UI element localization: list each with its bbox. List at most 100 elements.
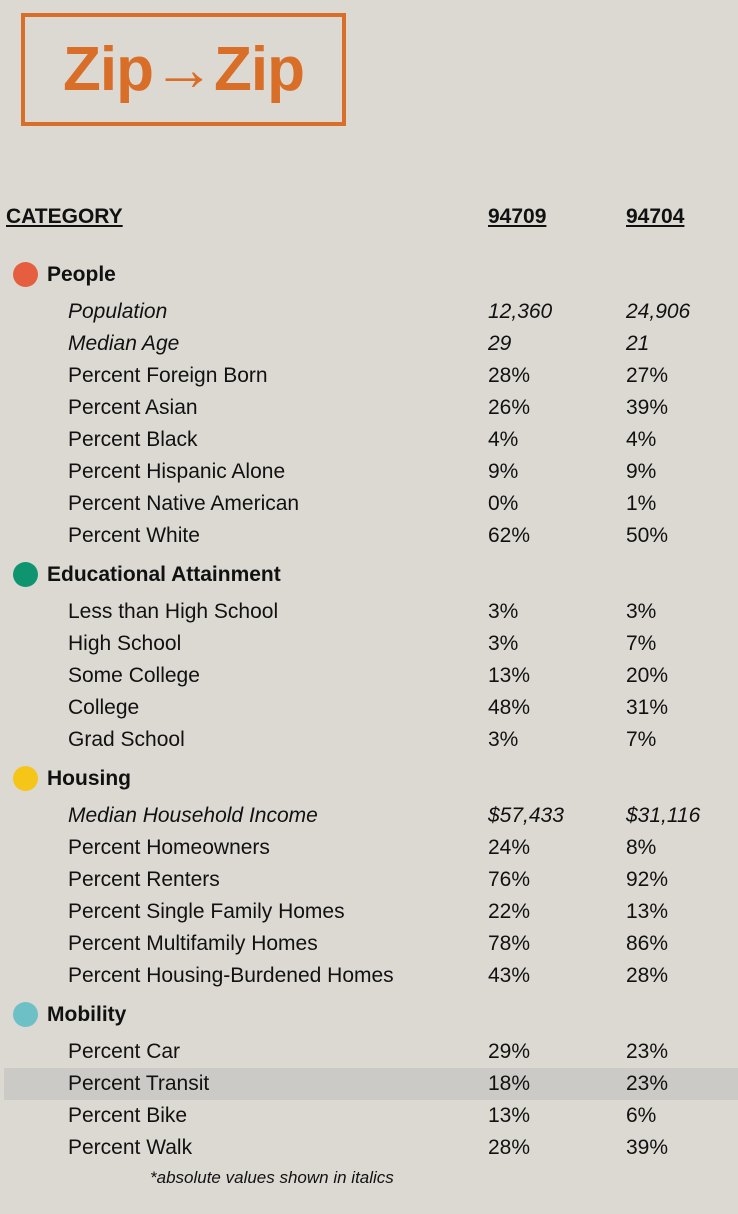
- value-zip2: 31%: [626, 696, 669, 719]
- value-zip2: 24,906: [626, 300, 691, 323]
- logo-text: Zip→Zip: [63, 35, 305, 104]
- value-zip2: 39%: [626, 1136, 669, 1159]
- value-zip1: $57,433: [488, 804, 564, 827]
- row-label: Percent Black: [68, 428, 198, 451]
- section-people: People: [0, 258, 738, 292]
- value-zip2: 23%: [626, 1040, 669, 1063]
- row-single-family-homes: Percent Single Family Homes 22% 13%: [4, 896, 738, 928]
- value-zip2: 86%: [626, 932, 669, 955]
- row-car: Percent Car 29% 23%: [4, 1036, 738, 1068]
- row-label: College: [68, 696, 140, 719]
- value-zip1: 4%: [488, 428, 519, 451]
- value-zip2: 27%: [626, 364, 669, 387]
- value-zip2: 6%: [626, 1104, 657, 1127]
- row-walk: Percent Walk 28% 39%: [4, 1132, 738, 1164]
- row-median-household-income: Median Household Income $57,433 $31,116: [4, 800, 738, 832]
- value-zip1: 3%: [488, 632, 519, 655]
- row-label: Percent Housing-Burdened Homes: [68, 964, 394, 987]
- row-label: Grad School: [68, 728, 185, 751]
- header-zip2: 94704: [626, 205, 685, 228]
- row-label: Percent Hispanic Alone: [68, 460, 286, 483]
- header-category: CATEGORY: [6, 205, 123, 228]
- value-zip1: 24%: [488, 836, 531, 859]
- row-some-college: Some College 13% 20%: [4, 660, 738, 692]
- value-zip1: 48%: [488, 696, 531, 719]
- row-label: High School: [68, 632, 182, 655]
- value-zip2: 21: [626, 332, 650, 355]
- value-zip1: 22%: [488, 900, 531, 923]
- value-zip1: 3%: [488, 600, 519, 623]
- row-label: Percent Native American: [68, 492, 300, 515]
- value-zip2: $31,116: [626, 804, 701, 827]
- row-label: Percent Multifamily Homes: [68, 932, 318, 955]
- section-title: Mobility: [47, 1003, 127, 1026]
- row-black: Percent Black 4% 4%: [4, 424, 738, 456]
- value-zip1: 29%: [488, 1040, 531, 1063]
- value-zip1: 13%: [488, 664, 531, 687]
- value-zip2: 1%: [626, 492, 657, 515]
- row-housing-burdened: Percent Housing-Burdened Homes 43% 28%: [4, 960, 738, 992]
- value-zip2: 7%: [626, 728, 657, 751]
- housing-dot-icon: [13, 766, 38, 791]
- value-zip2: 3%: [626, 600, 657, 623]
- row-renters: Percent Renters 76% 92%: [4, 864, 738, 896]
- footnote: *absolute values shown in italics: [150, 1168, 394, 1187]
- row-label: Percent Bike: [68, 1104, 188, 1127]
- mobility-dot-icon: [13, 1002, 38, 1027]
- row-high-school: High School 3% 7%: [4, 628, 738, 660]
- row-population: Population 12,360 24,906: [4, 296, 738, 328]
- row-label: Percent Homeowners: [68, 836, 270, 859]
- row-label: Percent Transit: [68, 1072, 210, 1095]
- value-zip1: 43%: [488, 964, 531, 987]
- row-label: Some College: [68, 664, 200, 687]
- value-zip1: 76%: [488, 868, 531, 891]
- value-zip1: 62%: [488, 524, 531, 547]
- section-title: Housing: [47, 767, 131, 790]
- row-homeowners: Percent Homeowners 24% 8%: [4, 832, 738, 864]
- value-zip2: 20%: [626, 664, 669, 687]
- value-zip2: 9%: [626, 460, 657, 483]
- people-dot-icon: [13, 262, 38, 287]
- row-hispanic: Percent Hispanic Alone 9% 9%: [4, 456, 738, 488]
- value-zip1: 26%: [488, 396, 531, 419]
- row-label: Percent Single Family Homes: [68, 900, 345, 923]
- value-zip1: 78%: [488, 932, 531, 955]
- row-bike: Percent Bike 13% 6%: [4, 1100, 738, 1132]
- value-zip2: 92%: [626, 868, 669, 891]
- value-zip1: 9%: [488, 460, 519, 483]
- value-zip2: 39%: [626, 396, 669, 419]
- row-label: Percent Foreign Born: [68, 364, 268, 387]
- section-title: Educational Attainment: [47, 563, 281, 586]
- row-label: Percent Renters: [68, 868, 220, 891]
- value-zip2: 50%: [626, 524, 669, 547]
- value-zip2: 13%: [626, 900, 669, 923]
- row-white: Percent White 62% 50%: [4, 520, 738, 552]
- value-zip1: 13%: [488, 1104, 531, 1127]
- row-college: College 48% 31%: [4, 692, 738, 724]
- row-label: Percent Car: [68, 1040, 181, 1063]
- value-zip2: 7%: [626, 632, 657, 655]
- row-native-american: Percent Native American 0% 1%: [4, 488, 738, 520]
- value-zip1: 0%: [488, 492, 519, 515]
- row-label: Median Age: [68, 332, 180, 355]
- row-label: Population: [68, 300, 168, 323]
- education-dot-icon: [13, 562, 38, 587]
- value-zip1: 3%: [488, 728, 519, 751]
- row-less-than-high-school: Less than High School 3% 3%: [4, 596, 738, 628]
- value-zip1: 18%: [488, 1072, 531, 1095]
- value-zip1: 28%: [488, 364, 531, 387]
- row-multifamily-homes: Percent Multifamily Homes 78% 86%: [4, 928, 738, 960]
- value-zip2: 4%: [626, 428, 657, 451]
- row-grad-school: Grad School 3% 7%: [4, 724, 738, 756]
- row-median-age: Median Age 29 21: [4, 328, 738, 360]
- row-label: Percent Asian: [68, 396, 198, 419]
- header-zip1: 94709: [488, 205, 547, 228]
- section-education: Educational Attainment: [0, 558, 738, 592]
- row-asian: Percent Asian 26% 39%: [4, 392, 738, 424]
- section-title: People: [47, 263, 116, 286]
- value-zip1: 29: [488, 332, 512, 355]
- row-label: Less than High School: [68, 600, 279, 623]
- value-zip2: 28%: [626, 964, 669, 987]
- row-transit-highlighted[interactable]: Percent Transit 18% 23%: [4, 1068, 738, 1100]
- row-label: Percent Walk: [68, 1136, 193, 1159]
